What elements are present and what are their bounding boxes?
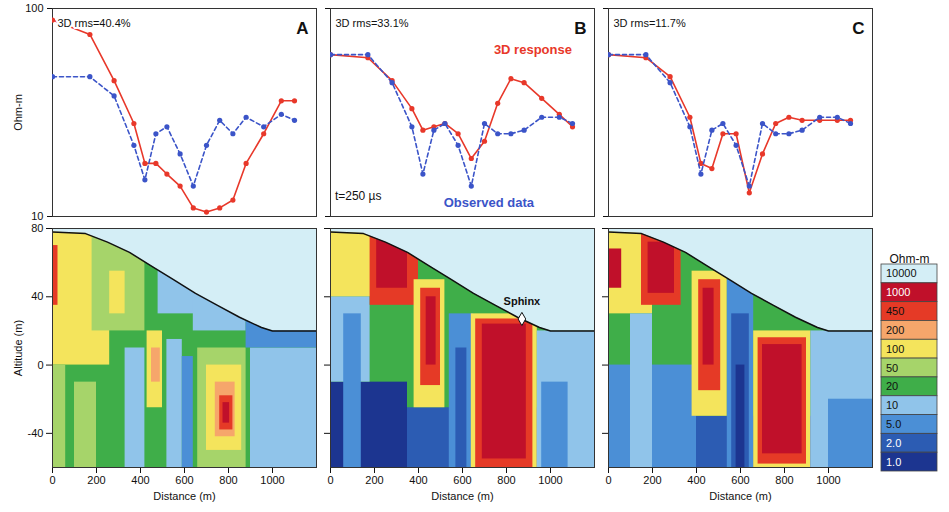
svg-text:1000: 1000 (886, 286, 910, 298)
svg-text:10: 10 (886, 399, 898, 411)
svg-text:600: 600 (175, 474, 193, 486)
svg-text:B: B (574, 19, 586, 38)
svg-text:Observed data: Observed data (444, 195, 535, 210)
svg-text:450: 450 (886, 305, 904, 317)
svg-text:100: 100 (886, 343, 904, 355)
svg-text:10: 10 (31, 210, 43, 222)
svg-text:80: 80 (31, 222, 43, 234)
svg-text:0: 0 (605, 474, 611, 486)
svg-text:Altitude (m): Altitude (m) (12, 320, 24, 376)
svg-text:800: 800 (775, 474, 793, 486)
svg-text:t=250 µs: t=250 µs (335, 189, 382, 203)
svg-text:200: 200 (643, 474, 661, 486)
svg-text:400: 400 (131, 474, 149, 486)
svg-text:-40: -40 (28, 427, 44, 439)
svg-text:40: 40 (31, 290, 43, 302)
svg-text:Distance (m): Distance (m) (153, 490, 215, 502)
svg-text:3D response: 3D response (494, 42, 572, 57)
svg-text:Distance (m): Distance (m) (709, 490, 771, 502)
svg-text:1.0: 1.0 (886, 456, 901, 468)
svg-text:600: 600 (453, 474, 471, 486)
svg-text:1000: 1000 (260, 474, 284, 486)
svg-text:1000: 1000 (538, 474, 562, 486)
svg-text:100: 100 (25, 2, 43, 14)
svg-text:800: 800 (497, 474, 515, 486)
svg-text:200: 200 (886, 324, 904, 336)
svg-text:0: 0 (37, 359, 43, 371)
svg-text:10000: 10000 (886, 267, 917, 279)
svg-text:3D rms=33.1%: 3D rms=33.1% (336, 17, 409, 29)
svg-text:5.0: 5.0 (886, 418, 901, 430)
svg-text:0: 0 (327, 474, 333, 486)
svg-text:1000: 1000 (816, 474, 840, 486)
svg-text:Sphinx: Sphinx (504, 294, 542, 306)
svg-text:Ohm-m: Ohm-m (890, 252, 930, 266)
svg-text:20: 20 (886, 380, 898, 392)
svg-text:Distance (m): Distance (m) (431, 490, 493, 502)
svg-text:800: 800 (219, 474, 237, 486)
svg-text:200: 200 (87, 474, 105, 486)
svg-text:400: 400 (409, 474, 427, 486)
svg-text:A: A (296, 19, 308, 38)
svg-text:3D rms=40.4%: 3D rms=40.4% (58, 17, 131, 29)
svg-text:C: C (852, 19, 864, 38)
svg-text:3D rms=11.7%: 3D rms=11.7% (614, 17, 686, 29)
svg-text:Ohm-m: Ohm-m (12, 94, 24, 131)
svg-text:400: 400 (687, 474, 705, 486)
svg-text:200: 200 (365, 474, 383, 486)
svg-text:0: 0 (49, 474, 55, 486)
svg-text:2.0: 2.0 (886, 437, 901, 449)
svg-text:50: 50 (886, 362, 898, 374)
svg-text:600: 600 (731, 474, 749, 486)
